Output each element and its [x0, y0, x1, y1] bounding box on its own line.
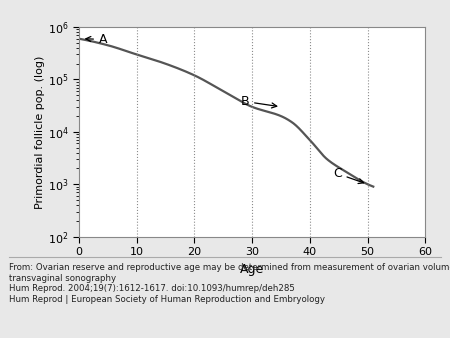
Text: From: Ovarian reserve and reproductive age may be determined from measurement of: From: Ovarian reserve and reproductive a… — [9, 263, 450, 304]
Y-axis label: Primordial follicle pop. (log): Primordial follicle pop. (log) — [35, 55, 45, 209]
Text: C: C — [333, 167, 364, 184]
Text: A: A — [86, 33, 108, 46]
Text: B: B — [240, 95, 277, 108]
X-axis label: Age: Age — [240, 263, 264, 275]
